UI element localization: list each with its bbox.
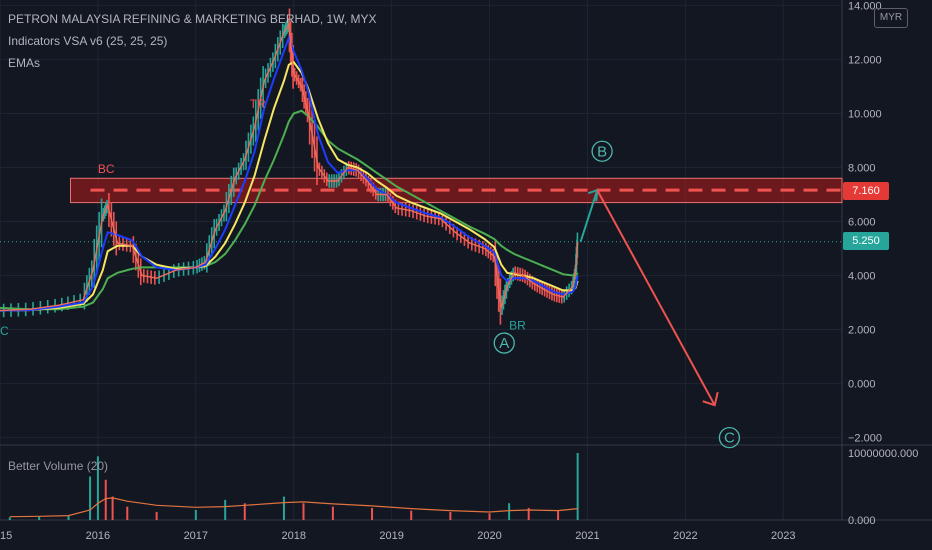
resistance-price-tag: 7.160 [843, 182, 889, 200]
indicator-legend[interactable]: Indicators VSA v6 (25, 25, 25) [8, 34, 168, 48]
y-tick-label: 4.000 [848, 271, 876, 283]
x-tick-label: 2020 [477, 530, 501, 542]
annotation-tr: TR [250, 97, 266, 111]
current-price-tag: 5.250 [843, 232, 889, 250]
y-tick-label: 10.000 [848, 108, 882, 120]
volume-tick-label: 0.000 [848, 515, 876, 527]
projection-up-arrow [579, 189, 599, 243]
price-line [0, 22, 579, 312]
ema-slow-line [0, 109, 579, 311]
wave-b-circle [591, 140, 613, 162]
y-tick-label: 6.000 [848, 217, 876, 229]
annotation-br: BR [509, 319, 526, 333]
x-tick-label: 2016 [86, 530, 110, 542]
projection-down-arrowhead [702, 391, 719, 407]
wave-a-circle [493, 332, 515, 354]
y-tick-label: 12.000 [848, 54, 882, 66]
x-tick-label: 2017 [184, 530, 208, 542]
projection-down-arrow [596, 189, 716, 406]
annotation-c-left: C [0, 324, 9, 338]
x-tick-label: 2023 [771, 530, 795, 542]
x-tick-label: 2021 [575, 530, 599, 542]
wave-a-label: A [499, 335, 509, 352]
volume-ma-line [9, 497, 578, 518]
chart-title: PETRON MALAYSIA REFINING & MARKETING BER… [8, 12, 377, 26]
y-tick-label: 2.000 [848, 325, 876, 337]
x-tick-label: 2019 [379, 530, 403, 542]
volume-legend[interactable]: Better Volume (20) [8, 459, 109, 473]
y-tick-label: 8.000 [848, 162, 876, 174]
ema-fast-line [0, 34, 579, 312]
x-tick-label: 2015 [0, 530, 12, 542]
y-tick-label: 14.000 [848, 0, 882, 12]
currency-label[interactable]: MYR [874, 8, 908, 28]
ema-legend[interactable]: EMAs [8, 56, 41, 70]
y-tick-label: −2.000 [848, 433, 882, 445]
volume-tick-label: 10000000.000 [848, 448, 918, 460]
y-tick-label: 0.000 [848, 379, 876, 391]
wave-c-label: C [724, 430, 735, 447]
annotation-bc: BC [98, 162, 115, 176]
x-tick-label: 2018 [281, 530, 305, 542]
wave-b-label: B [597, 143, 607, 160]
x-tick-label: 2022 [673, 530, 697, 542]
wave-c-circle [718, 426, 741, 449]
